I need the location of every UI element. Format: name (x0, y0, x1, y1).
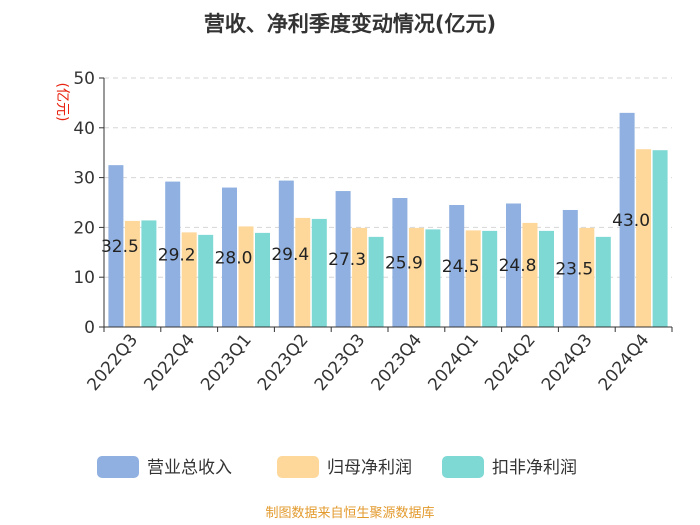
bar-2023Q2-归母净利润 (295, 217, 311, 327)
bar-2024Q2-营业总收入 (506, 203, 521, 327)
y-tick-label-20: 20 (73, 218, 95, 238)
y-tick-label-10: 10 (73, 268, 95, 288)
data-label-2023Q1: 28.0 (215, 248, 253, 268)
legend-swatch-扣非净利润 (442, 456, 484, 478)
y-tick-label-50: 50 (73, 69, 95, 89)
bar-2022Q3-扣非净利润 (141, 220, 157, 327)
bar-2024Q3-营业总收入 (562, 209, 578, 327)
data-label-2024Q4: 43.0 (612, 211, 650, 231)
bar-2023Q4-扣非净利润 (425, 229, 441, 327)
x-tick-label-2024Q3: 2024Q3 (538, 330, 597, 395)
bar-2022Q4-扣非净利润 (198, 234, 214, 327)
x-tick-label-2022Q4: 2022Q4 (140, 330, 199, 395)
bar-2024Q1-归母净利润 (465, 230, 481, 327)
bar-2022Q4-归母净利润 (181, 232, 197, 327)
y-tick-label-30: 30 (73, 169, 95, 189)
bar-2023Q3-营业总收入 (335, 191, 351, 327)
x-tick-label-2024Q4: 2024Q4 (595, 330, 654, 395)
y-tick-label-0: 0 (84, 318, 95, 338)
bar-2024Q3-归母净利润 (579, 227, 595, 327)
data-label-2022Q3: 32.5 (101, 237, 139, 257)
data-label-2023Q4: 25.9 (385, 254, 423, 274)
bar-2022Q4-营业总收入 (165, 181, 181, 327)
bar-2023Q4-营业总收入 (392, 198, 408, 327)
bar-2024Q3-扣非净利润 (595, 236, 611, 327)
y-axis-unit-label: (亿元) (54, 83, 70, 122)
data-labels: 32.5 29.2 28.0 29.4 27.3 25.9 24.5 24.8 23.5 43.0 (101, 211, 650, 280)
data-label-2024Q3: 23.5 (555, 259, 593, 279)
x-tick-label-2024Q1: 2024Q1 (424, 330, 483, 395)
bar-2023Q1-归母净利润 (238, 226, 254, 327)
bar-2023Q2-扣非净利润 (311, 218, 327, 327)
legend-label-营业总收入: 营业总收入 (147, 458, 232, 478)
bar-2024Q1-营业总收入 (449, 204, 465, 327)
x-tick-label-2024Q2: 2024Q2 (481, 330, 540, 395)
x-tick-label-2023Q4: 2023Q4 (368, 330, 427, 395)
legend-swatch-营业总收入 (97, 456, 139, 478)
bar-2023Q2-营业总收入 (278, 180, 294, 327)
bar-2024Q4-归母净利润 (636, 149, 652, 327)
x-tick-label-2023Q3: 2023Q3 (311, 330, 370, 395)
x-tick-label-2023Q1: 2023Q1 (197, 330, 256, 395)
data-source-note: 制图数据来自恒生聚源数据库 (265, 505, 434, 521)
bar-2024Q4-扣非净利润 (652, 150, 668, 327)
data-label-2022Q4: 29.2 (158, 245, 196, 265)
y-tick-label-40: 40 (73, 119, 95, 139)
bar-2024Q2-扣非净利润 (539, 230, 554, 327)
legend: 营业总收入 归母净利润 扣非净利润 (97, 456, 577, 478)
x-tick-label-2023Q2: 2023Q2 (254, 330, 313, 395)
bar-2023Q4-归母净利润 (408, 227, 424, 327)
legend-label-扣非净利润: 扣非净利润 (492, 458, 577, 478)
legend-label-归母净利润: 归母净利润 (327, 458, 412, 478)
bar-2024Q1-扣非净利润 (482, 230, 498, 327)
x-tick-label-2022Q3: 2022Q3 (84, 330, 143, 395)
data-label-2023Q2: 29.4 (271, 245, 309, 265)
data-label-2024Q1: 24.5 (442, 257, 480, 277)
bar-2022Q3-营业总收入 (108, 165, 124, 327)
bars (108, 112, 668, 327)
bar-2024Q4-营业总收入 (619, 112, 635, 327)
bar-2023Q1-营业总收入 (222, 187, 237, 327)
bar-2023Q1-扣非净利润 (255, 232, 270, 327)
bar-2022Q3-归母净利润 (124, 220, 140, 327)
bar-2023Q3-扣非净利润 (368, 236, 384, 327)
legend-swatch-归母净利润 (277, 456, 319, 478)
bar-2024Q2-归母净利润 (522, 222, 538, 327)
bar-2023Q3-归母净利润 (352, 227, 368, 327)
chart-title: 营收、净利季度变动情况(亿元) (204, 12, 496, 36)
data-label-2024Q2: 24.8 (499, 256, 537, 276)
data-label-2023Q3: 27.3 (328, 250, 366, 270)
